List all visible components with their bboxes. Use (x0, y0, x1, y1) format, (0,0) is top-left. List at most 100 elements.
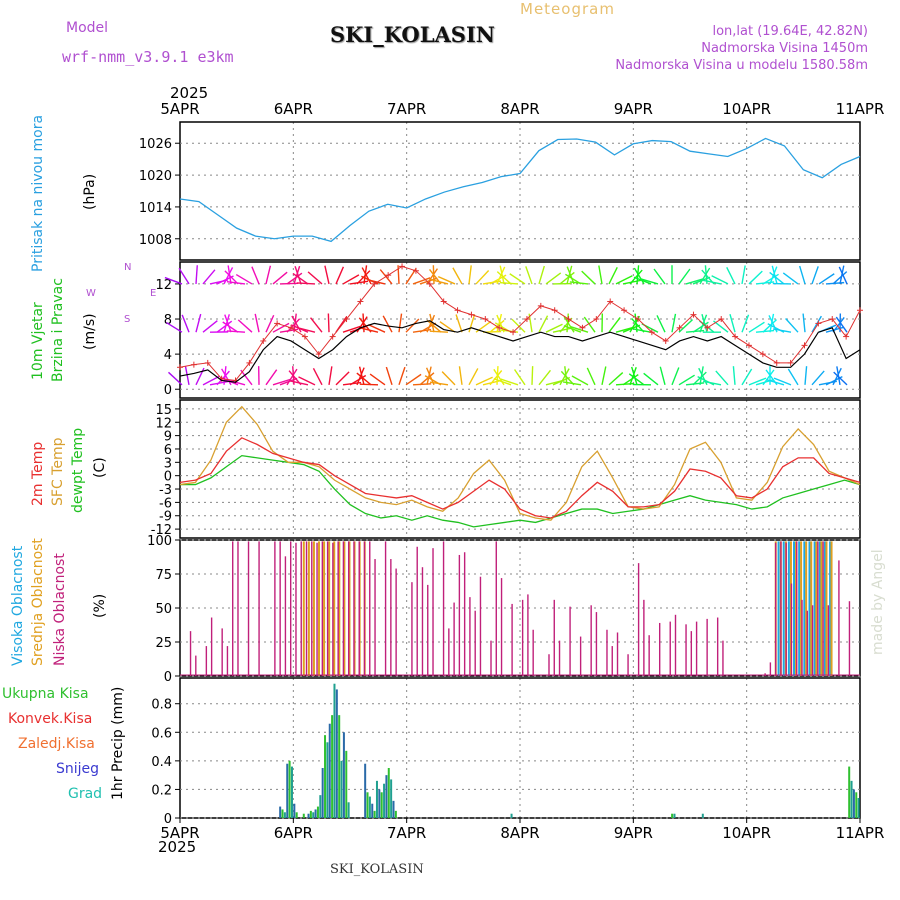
precip-bar (324, 735, 327, 818)
wind-barb (832, 317, 845, 333)
wind-barb (701, 314, 708, 333)
wind-barb (799, 265, 806, 285)
wind-barb (307, 271, 323, 285)
wind-barb (328, 366, 333, 385)
wind-barb (294, 266, 302, 285)
wind-barb (538, 265, 545, 285)
wind-barb (455, 314, 463, 333)
page-title: SKI_KOLASIN (330, 22, 495, 47)
wind-barb (511, 318, 526, 333)
wind-barb (475, 269, 490, 285)
wind-barb (468, 265, 472, 285)
wind-barb (458, 366, 463, 385)
wind-barb (439, 321, 456, 333)
wind-barb (571, 375, 589, 386)
wind-barb (286, 368, 298, 386)
wind-barb (653, 268, 666, 285)
wind-barb (324, 265, 330, 285)
wind-barb (608, 317, 621, 333)
wind-barb (748, 321, 765, 333)
y-tick-label: 1008 (139, 233, 172, 248)
y-tick-label: 1020 (139, 169, 172, 184)
wind-barb (164, 276, 183, 285)
wind-barb (545, 323, 563, 333)
wind-barb (222, 321, 239, 333)
wind-barb (702, 380, 722, 386)
model-label: Model (66, 20, 109, 36)
wind-barb (656, 315, 666, 333)
year-bottom: 2025 (158, 838, 197, 856)
wind-barb (766, 379, 785, 386)
wind-barb (240, 369, 253, 386)
wind-barb (787, 368, 799, 386)
x-tick-label-bottom: 7APR (387, 824, 426, 842)
wind-barb (286, 272, 303, 285)
precip-bar (380, 792, 383, 818)
altitude-label: Nadmorska Visina 1450m (701, 41, 868, 56)
legend-snow: Snijeg (56, 761, 100, 777)
y-tick-label: -9 (159, 510, 172, 525)
precip-bar (319, 795, 322, 818)
wind-barb (726, 266, 736, 285)
wind-barb (226, 280, 246, 285)
precip-bar (378, 789, 381, 818)
wind-barb (785, 318, 799, 333)
sfc-temp-line (179, 405, 861, 521)
wind-barb (525, 266, 533, 285)
wind-barb (825, 281, 845, 285)
wind-barb (581, 270, 596, 285)
x-tick-label-top: 11APR (836, 100, 885, 118)
y-tick-label: 8 (164, 313, 172, 328)
wind-barb (622, 374, 639, 386)
wind-barb (312, 367, 323, 386)
wind-barb (327, 313, 330, 333)
wind-barb (836, 366, 841, 385)
y-tick-label: 9 (164, 430, 172, 445)
wind-barb (437, 275, 456, 285)
wind-barb (235, 273, 253, 285)
wind-barb (223, 314, 230, 333)
panel-frame (179, 399, 861, 539)
precip-bar (286, 763, 289, 818)
wind-barb (499, 265, 505, 285)
wind-barb (216, 320, 233, 333)
wind-barb (509, 273, 526, 285)
precip-bar (371, 803, 374, 818)
wind-barb (631, 366, 638, 386)
wind-barb (659, 366, 666, 386)
wind-barb (715, 370, 729, 386)
precip-bar (850, 780, 853, 818)
wind-barb (782, 272, 799, 285)
wind-barb (762, 273, 779, 285)
x-tick-label-top: 9APR (614, 100, 653, 118)
precip-bar (309, 810, 312, 818)
wind-barb (221, 368, 232, 386)
wind-barb (254, 313, 260, 333)
x-tick-label-bottom: 11APR (836, 824, 885, 842)
wind-barb (678, 268, 691, 285)
wind-barb (811, 370, 825, 386)
wind-barb (772, 328, 792, 333)
wind-barb (419, 372, 435, 386)
wind-barb (309, 317, 323, 333)
wind-barb (560, 370, 575, 386)
wind-barb (839, 265, 845, 285)
wind-barb (598, 265, 603, 285)
wind-barb (838, 266, 848, 285)
wind-barb (360, 327, 379, 333)
wind-barb (429, 381, 449, 386)
wind-barb (489, 370, 503, 386)
wind-barb (678, 374, 695, 386)
wind-barb (298, 376, 316, 386)
wind-barb (632, 328, 652, 333)
x-tick-label-bottom: 10APR (722, 824, 771, 842)
precip-bar (373, 810, 376, 818)
y-tick-label: 15 (155, 403, 172, 418)
y-tick-label: 6 (164, 443, 172, 458)
wind-barb (429, 313, 435, 333)
precip-bar (279, 806, 282, 818)
wind-barb (583, 316, 596, 333)
wind-barb (811, 266, 819, 285)
y-tick-label: -6 (159, 496, 172, 511)
